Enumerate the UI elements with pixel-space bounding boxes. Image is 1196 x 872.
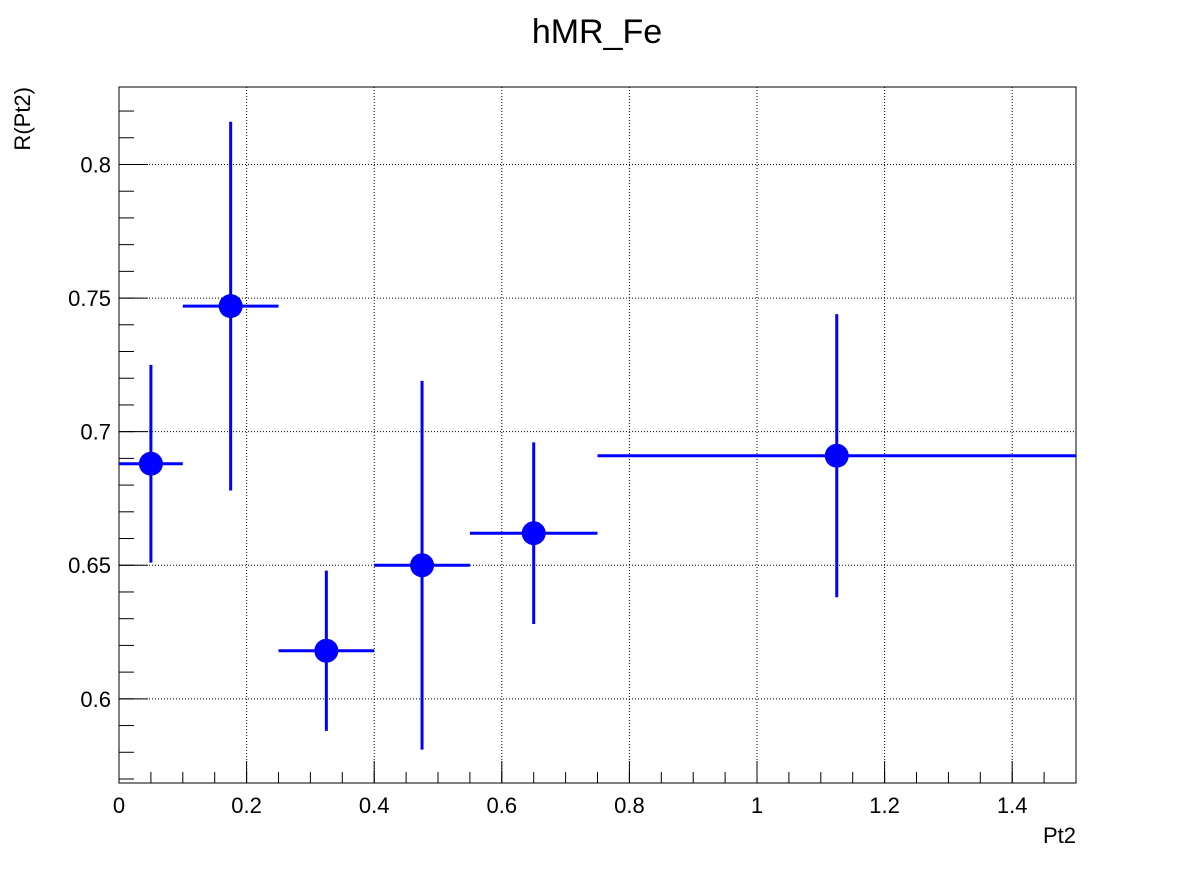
data-point	[374, 380, 470, 750]
y-axis-label: R(Pt2)	[10, 87, 35, 151]
data-point	[278, 570, 375, 731]
x-tick-label: 0.4	[359, 793, 390, 818]
y-tick-label: 0.6	[80, 687, 111, 712]
point-marker	[314, 638, 339, 663]
x-tick-label: 0.6	[487, 793, 518, 818]
plot-frame	[118, 86, 1077, 784]
point-marker	[218, 294, 243, 319]
grid	[119, 87, 1076, 783]
data-point	[469, 442, 598, 625]
point-marker	[521, 521, 546, 546]
y-tick-label: 0.7	[80, 420, 111, 445]
x-tick-label: 0.8	[614, 793, 645, 818]
y-tick-label: 0.75	[68, 286, 111, 311]
x-tick-label: 1.2	[869, 793, 900, 818]
y-tick-label: 0.65	[68, 553, 111, 578]
point-marker	[410, 553, 435, 578]
point-marker	[824, 443, 849, 468]
data-point	[597, 314, 1076, 598]
x-axis-label: Pt2	[1043, 823, 1076, 848]
x-axis: 0 0.2 0.4 0.6 0.8 1 1.2 1.4	[113, 761, 1077, 818]
y-axis: 0.6 0.65 0.7 0.75 0.8	[68, 110, 148, 780]
data-points	[119, 121, 1076, 750]
x-tick-label: 1	[751, 793, 763, 818]
x-tick-label: 0	[113, 793, 125, 818]
x-tick-label: 0.2	[231, 793, 262, 818]
data-point	[182, 121, 279, 491]
point-marker	[138, 451, 163, 476]
x-tick-label: 1.4	[997, 793, 1028, 818]
data-point	[119, 364, 183, 563]
y-tick-label: 0.8	[80, 152, 111, 177]
chart-title: hMR_Fe	[532, 13, 662, 51]
